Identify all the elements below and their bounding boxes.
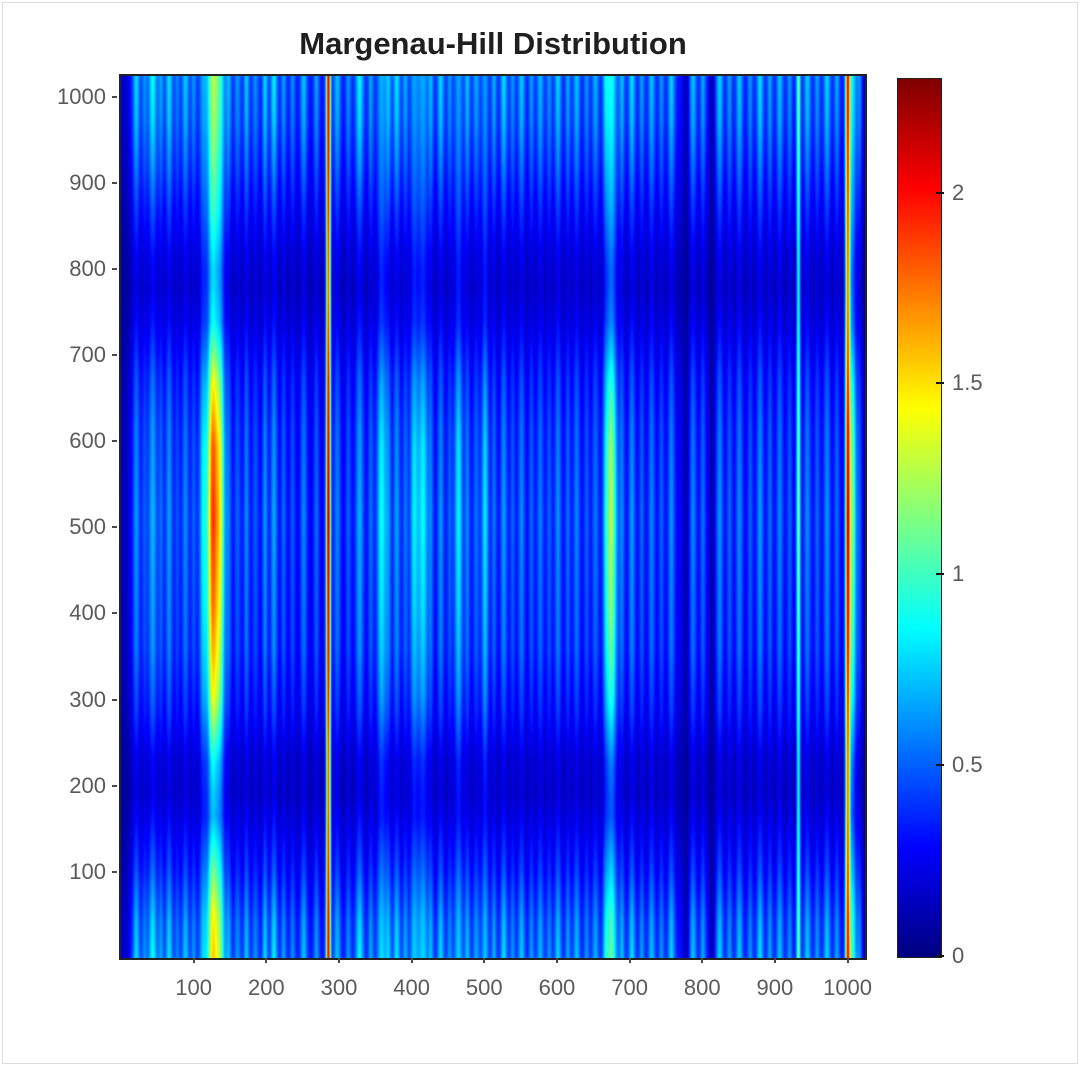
x-tick-mark: [628, 958, 631, 963]
y-tick-label: 900: [69, 169, 106, 195]
colorbar-tick-mark: [936, 191, 944, 194]
y-tick-label: 300: [69, 686, 106, 712]
colorbar-tick-mark: [936, 382, 944, 385]
colorbar-tick-mark: [936, 573, 944, 576]
x-tick-label: 100: [175, 975, 213, 1000]
y-tick-label: 800: [69, 255, 106, 281]
y-tick-label: 200: [69, 772, 106, 798]
y-tick-mark: [112, 95, 117, 98]
x-tick-label: 600: [538, 975, 576, 1000]
y-tick-label: 700: [69, 342, 106, 368]
colorbar-tick-mark: [936, 955, 944, 957]
x-tick-mark: [337, 958, 340, 963]
y-tick-mark: [112, 698, 117, 701]
colorbar-tick-label: 0.5: [952, 752, 983, 778]
y-tick-label: 400: [69, 600, 106, 626]
y-tick-label: 100: [69, 858, 106, 884]
y-tick-mark: [112, 181, 117, 184]
x-tick-mark: [410, 958, 413, 963]
y-tick-label: 1000: [57, 83, 106, 109]
x-tick-label: 900: [756, 975, 794, 1000]
y-tick-mark: [112, 784, 117, 787]
x-tick-mark: [773, 958, 776, 963]
colorbar-tick-label: 1: [952, 561, 965, 587]
chart-title: Margenau-Hill Distribution: [299, 26, 687, 61]
x-tick-mark: [701, 958, 704, 963]
x-tick-label: 800: [683, 975, 721, 1000]
x-tick-label: 300: [320, 975, 358, 1000]
y-tick-label: 500: [69, 514, 106, 540]
y-tick-mark: [112, 267, 117, 270]
x-tick-label: 400: [393, 975, 430, 1000]
heatmap-canvas: [121, 76, 865, 958]
x-tick-label: 500: [465, 975, 503, 1000]
x-tick-mark: [555, 958, 558, 963]
x-tick-label: 1000: [823, 975, 873, 1000]
y-tick-label: 600: [69, 428, 106, 454]
y-tick-mark: [112, 612, 117, 615]
y-tick-mark: [112, 354, 117, 357]
x-tick-mark: [192, 958, 195, 963]
colorbar-tick-label: 1.5: [952, 370, 983, 396]
x-tick-label: 700: [611, 975, 648, 1000]
y-tick-mark: [112, 526, 117, 529]
colorbar-tick-mark: [936, 764, 944, 767]
x-tick-mark: [483, 958, 486, 963]
y-tick-mark: [112, 870, 117, 873]
y-tick-mark: [112, 440, 117, 443]
x-tick-mark: [846, 958, 849, 963]
x-tick-label: 200: [247, 975, 285, 1000]
x-tick-mark: [265, 958, 268, 963]
colorbar: [897, 78, 942, 958]
colorbar-tick-label: 0: [952, 943, 965, 968]
colorbar-tick-label: 2: [952, 179, 965, 205]
